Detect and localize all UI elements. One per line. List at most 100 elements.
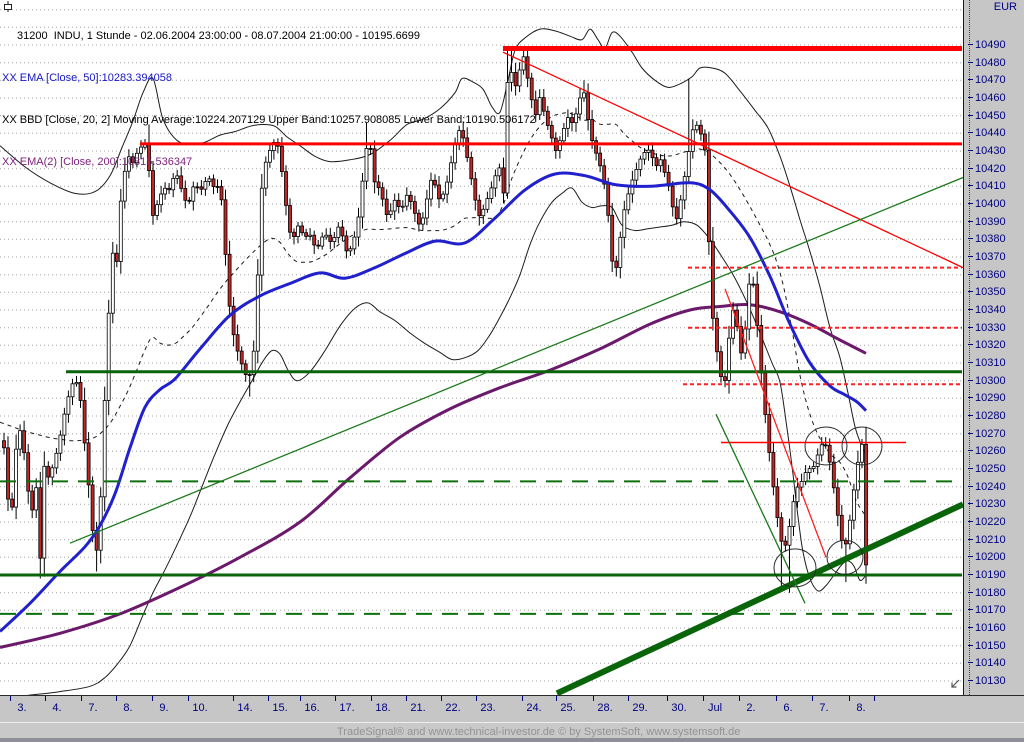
price-label: 10200	[968, 551, 1006, 563]
time-tick	[45, 696, 46, 701]
price-label: 10190	[968, 569, 1006, 581]
time-label: 2.	[746, 702, 756, 714]
time-label: 28.	[597, 702, 613, 714]
price-label: 10420	[968, 163, 1006, 175]
price-label: 10290	[968, 392, 1006, 404]
time-axis[interactable]: 3. 4. 7. 8. 9. 10. 14. 15. 16. 17. 18. 21. 22. 23. 24.…	[0, 695, 1024, 722]
price-label: 10400	[968, 198, 1006, 210]
price-label: 10170	[968, 604, 1006, 616]
price-label: 10300	[968, 375, 1006, 387]
price-label: 10130	[968, 675, 1006, 687]
time-label: Jul	[707, 702, 723, 714]
time-tick	[812, 696, 813, 701]
price-label: 10220	[968, 516, 1006, 528]
price-label: 10210	[968, 534, 1006, 546]
time-label: 7.	[88, 702, 98, 714]
time-tick	[628, 696, 629, 701]
price-label: 10340	[968, 304, 1006, 316]
time-tick	[703, 696, 704, 701]
time-tick	[667, 696, 668, 701]
plot-area[interactable]: 31200 INDU, 1 Stunde - 02.06.2004 23:00:…	[0, 0, 963, 695]
price-label: 10350	[968, 286, 1006, 298]
time-label: 25.	[560, 702, 576, 714]
price-label: 10150	[968, 640, 1006, 652]
price-label: 10250	[968, 463, 1006, 475]
chart-title: 31200 INDU, 1 Stunde - 02.06.2004 23:00:…	[17, 30, 421, 42]
time-tick	[268, 696, 269, 701]
time-tick	[371, 696, 372, 701]
time-label: 15.	[272, 702, 288, 714]
price-label: 10310	[968, 357, 1006, 369]
time-label: 4.	[52, 702, 62, 714]
time-label: 3.	[17, 702, 27, 714]
time-label: 17.	[339, 702, 355, 714]
price-label: 10230	[968, 498, 1006, 510]
time-tick	[116, 696, 117, 701]
time-label: 10.	[192, 702, 208, 714]
price-label: 10430	[968, 145, 1006, 157]
time-tick	[776, 696, 777, 701]
time-label: 7.	[819, 702, 829, 714]
time-tick	[476, 696, 477, 701]
price-axis[interactable]: EUR 10490 10480 10470 10460 10450 10440 10430 1…	[963, 0, 1024, 695]
price-label: 10180	[968, 587, 1006, 599]
time-label: 23.	[480, 702, 496, 714]
time-label: 6.	[783, 702, 793, 714]
price-label: 10270	[968, 428, 1006, 440]
price-label: 10320	[968, 339, 1006, 351]
time-tick	[593, 696, 594, 701]
footer-bar: TradeSignal® and www.technical-investor.…	[0, 722, 1024, 742]
price-axis-tickline	[969, 0, 970, 695]
legend-ema50[interactable]: XX EMA [Close, 50]:10283.394058	[2, 72, 173, 84]
price-label: 10460	[968, 92, 1006, 104]
time-tick	[81, 696, 82, 701]
price-label: 10360	[968, 269, 1006, 281]
price-label: 10440	[968, 127, 1006, 139]
price-label: 10450	[968, 110, 1006, 122]
time-tick	[874, 696, 875, 701]
time-tick	[849, 696, 850, 701]
time-tick	[188, 696, 189, 701]
price-label: 10260	[968, 445, 1006, 457]
chart-title-line: 31200 INDU, 1 Stunde - 02.06.2004 23:00:…	[2, 1, 536, 43]
time-tick	[10, 696, 11, 701]
price-label: 10480	[968, 57, 1006, 69]
price-label: 10410	[968, 180, 1006, 192]
time-tick	[522, 696, 523, 701]
time-tick	[739, 696, 740, 701]
time-label: 22.	[445, 702, 461, 714]
price-label: 10240	[968, 481, 1006, 493]
time-label: 8.	[123, 702, 133, 714]
time-tick	[300, 696, 301, 701]
time-label: 29.	[632, 702, 648, 714]
time-tick	[233, 696, 234, 701]
price-label: 10140	[968, 657, 1006, 669]
time-label: 16.	[304, 702, 320, 714]
time-tick	[441, 696, 442, 701]
time-tick	[335, 696, 336, 701]
time-label: 18.	[375, 702, 391, 714]
candlestick-chart[interactable]	[0, 0, 963, 695]
price-label: 10280	[968, 410, 1006, 422]
price-label: 10330	[968, 322, 1006, 334]
price-label: 10370	[968, 251, 1006, 263]
legend-ema200[interactable]: XX EMA(2) [Close, 200]:10315.536347	[2, 156, 193, 168]
resize-handle-icon[interactable]	[947, 678, 961, 692]
time-tick	[556, 696, 557, 701]
currency-label: EUR	[993, 1, 1017, 13]
price-label: 10390	[968, 216, 1006, 228]
price-label: 10490	[968, 39, 1006, 51]
time-tick	[406, 696, 407, 701]
credit-text: TradeSignal® and www.technical-investor.…	[337, 726, 741, 738]
chart-link-icon[interactable]	[2, 1, 14, 40]
price-label: 10160	[968, 622, 1006, 634]
time-label: 21.	[410, 702, 426, 714]
legend-bbd[interactable]: XX BBD [Close, 20, 2] Moving Average:102…	[2, 114, 536, 126]
price-label: 10380	[968, 233, 1006, 245]
time-label: 24.	[526, 702, 542, 714]
time-tick	[152, 696, 153, 701]
time-label: 30.	[671, 702, 687, 714]
chart-legend: 31200 INDU, 1 Stunde - 02.06.2004 23:00:…	[2, 1, 536, 197]
time-label: 8.	[856, 702, 866, 714]
